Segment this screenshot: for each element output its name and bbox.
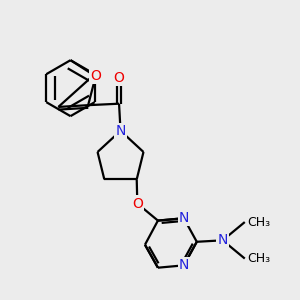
Text: N: N bbox=[115, 124, 126, 138]
Text: CH₃: CH₃ bbox=[247, 252, 270, 265]
Text: N: N bbox=[178, 258, 189, 272]
Text: O: O bbox=[132, 196, 143, 211]
Text: N: N bbox=[218, 233, 228, 247]
Text: O: O bbox=[114, 71, 124, 85]
Text: O: O bbox=[90, 69, 101, 83]
Text: N: N bbox=[178, 211, 189, 225]
Text: CH₃: CH₃ bbox=[247, 216, 270, 229]
